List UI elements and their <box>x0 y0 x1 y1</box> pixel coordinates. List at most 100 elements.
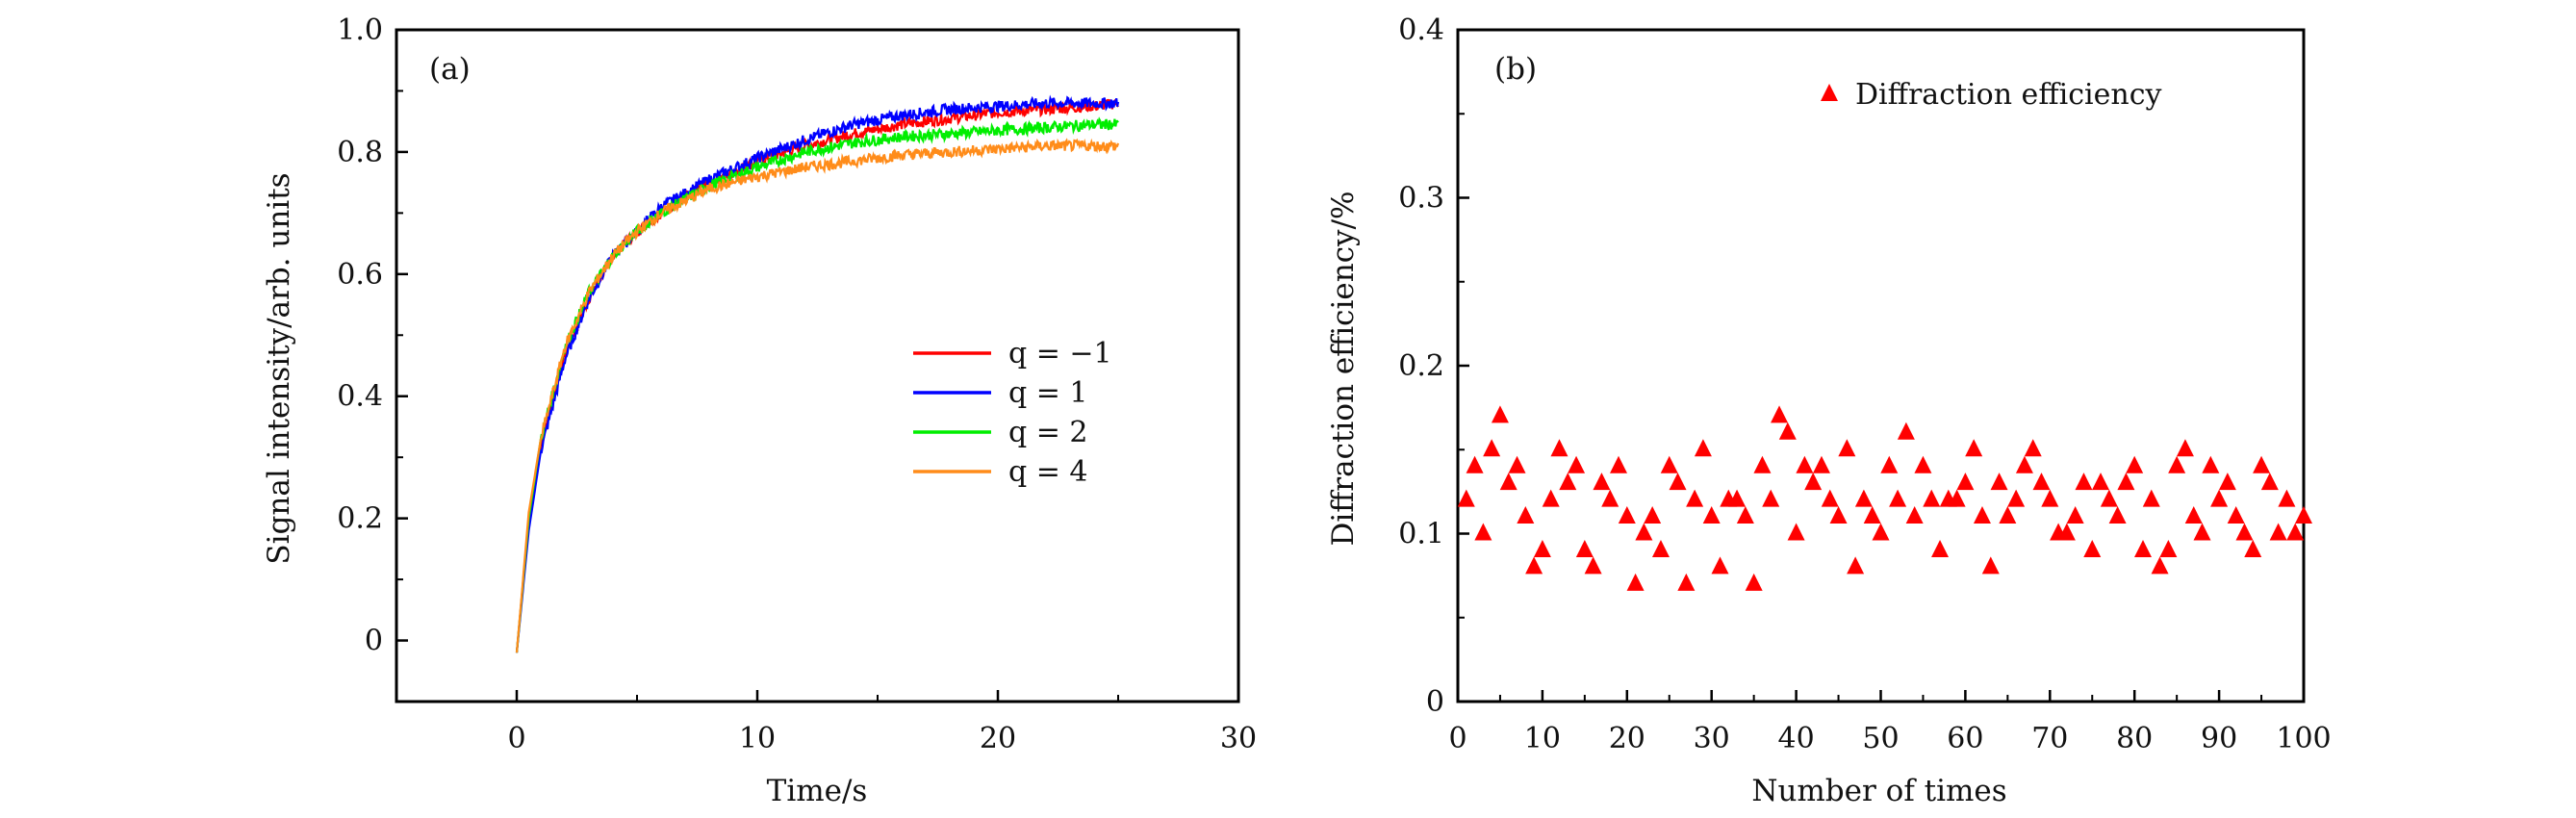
data-point <box>1660 455 1678 473</box>
x-tick-label: 70 <box>2031 722 2068 755</box>
data-point <box>2184 506 2203 524</box>
x-tick-label: 50 <box>1862 722 1899 755</box>
data-point <box>2024 439 2042 457</box>
data-point <box>1905 506 1924 524</box>
data-point <box>1889 489 1907 507</box>
data-point <box>2244 539 2262 557</box>
data-point <box>1466 455 1484 473</box>
data-point <box>2151 556 2169 575</box>
panel-a-ylabel: Signal intensity/arb. units <box>262 172 296 564</box>
series-line <box>515 138 1120 653</box>
data-point <box>1762 489 1780 507</box>
y-tick-label: 0.3 <box>1398 182 1444 216</box>
data-point <box>2193 523 2211 541</box>
y-tick-label: 0.6 <box>337 258 383 292</box>
data-point <box>2142 489 2160 507</box>
data-point <box>1635 523 1653 541</box>
data-point <box>2075 473 2093 491</box>
data-point <box>1474 523 1492 541</box>
data-point <box>1787 523 1805 541</box>
data-point <box>2041 489 2059 507</box>
data-point <box>1965 439 1983 457</box>
data-point <box>1948 489 1966 507</box>
panel-b-chart: (b) Number of times Diffraction efficien… <box>1326 13 2332 808</box>
data-point <box>2176 439 2194 457</box>
data-point <box>1550 439 1569 457</box>
legend-label: q = 2 <box>1008 416 1088 449</box>
x-tick-label: 30 <box>1694 722 1730 755</box>
data-point <box>1973 506 1991 524</box>
x-tick-label: 60 <box>1947 722 1983 755</box>
y-tick-label: 0.2 <box>337 502 383 536</box>
data-point <box>1880 455 1899 473</box>
data-point <box>1644 506 1662 524</box>
data-point <box>1771 405 1789 423</box>
x-tick-label: 0 <box>507 722 525 755</box>
data-point <box>2126 455 2144 473</box>
data-point <box>1533 539 1551 557</box>
data-point <box>1457 489 1475 507</box>
data-point <box>1999 506 2017 524</box>
data-point <box>2278 489 2296 507</box>
data-point <box>1626 573 1645 591</box>
data-point <box>1736 506 1754 524</box>
data-point <box>2092 473 2110 491</box>
data-point <box>1981 556 2000 575</box>
data-point <box>1821 489 1839 507</box>
data-point <box>2159 539 2178 557</box>
data-point <box>1838 439 1856 457</box>
legend-label: q = 1 <box>1008 376 1088 410</box>
data-point <box>2227 506 2245 524</box>
data-point <box>1702 506 1721 524</box>
data-point <box>2117 473 2135 491</box>
legend-label: q = 4 <box>1008 455 1088 489</box>
legend-label: q = −1 <box>1008 337 1112 371</box>
data-point <box>1669 473 1687 491</box>
data-point <box>1499 473 1518 491</box>
x-tick-label: 20 <box>980 722 1016 755</box>
data-point <box>1778 422 1797 440</box>
data-point <box>1914 455 1932 473</box>
data-point <box>1753 455 1772 473</box>
data-point <box>1559 473 1577 491</box>
data-point <box>2295 506 2312 524</box>
x-tick-label: 10 <box>739 722 776 755</box>
data-point <box>1956 473 1975 491</box>
panel-a-chart: (a) Time/s Signal intensity/arb. units 0… <box>262 13 1257 808</box>
data-point <box>1508 455 1526 473</box>
data-point <box>1796 455 1814 473</box>
x-tick-label: 10 <box>1524 722 1561 755</box>
data-point <box>1854 489 1873 507</box>
data-point <box>1872 523 1890 541</box>
data-point <box>1575 539 1594 557</box>
x-tick-label: 80 <box>2116 722 2153 755</box>
data-point <box>2260 473 2279 491</box>
data-point <box>2202 455 2220 473</box>
y-tick-label: 1.0 <box>337 13 383 47</box>
panel-b-ylabel: Diffraction efficiency/% <box>1326 192 1361 547</box>
x-tick-label: 40 <box>1778 722 1815 755</box>
data-point <box>1593 473 1611 491</box>
data-point <box>2210 489 2229 507</box>
data-point <box>1568 455 1586 473</box>
series-line <box>515 116 1119 653</box>
x-tick-label: 100 <box>2276 722 2331 755</box>
plot-frame <box>395 28 1240 703</box>
data-point <box>1525 556 1543 575</box>
data-point <box>1863 506 1881 524</box>
data-point <box>1990 473 2008 491</box>
series-line <box>515 94 1120 653</box>
y-tick-label: 0.4 <box>337 380 383 414</box>
y-tick-label: 0 <box>1426 685 1444 719</box>
panel-a-label: (a) <box>429 52 471 87</box>
data-point <box>2032 473 2051 491</box>
data-point <box>1923 489 1941 507</box>
data-point <box>1651 539 1670 557</box>
y-tick-label: 0.4 <box>1398 13 1444 47</box>
data-point <box>2133 539 2152 557</box>
data-point <box>1804 473 1823 491</box>
panel-a-xlabel: Time/s <box>767 774 868 808</box>
x-tick-label: 90 <box>2201 722 2237 755</box>
data-point <box>1728 489 1747 507</box>
